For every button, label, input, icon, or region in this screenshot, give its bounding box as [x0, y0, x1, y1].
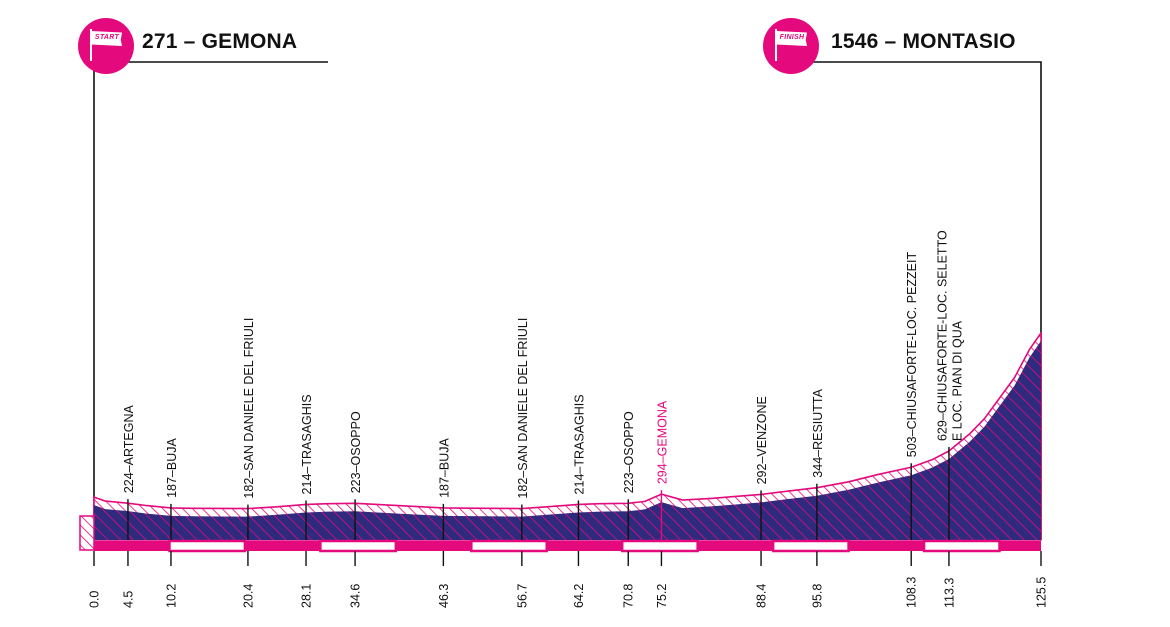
km-tick-label: 95.8	[810, 584, 824, 608]
distance-bar-segment	[697, 541, 774, 551]
distance-bar-segment	[922, 539, 1001, 553]
finish-title: 1546 – MONTASIO	[831, 30, 1016, 53]
km-tick-label: 56.7	[515, 584, 529, 608]
profile-area-layer	[79, 332, 1042, 551]
distance-bar-segment	[620, 539, 699, 553]
place-label: 292–VENZONE	[755, 396, 769, 484]
place-label: 182–SAN DANIELE DEL FRIULI	[242, 318, 256, 499]
km-tick-label: 125.5	[1035, 577, 1049, 608]
km-tick-label: 10.2	[164, 584, 178, 608]
place-label: 344–RESIUTTA	[811, 388, 825, 477]
distance-bar-segment	[395, 541, 472, 551]
start-title: 271 – GEMONA	[142, 30, 298, 53]
distance-bar-segment	[168, 539, 247, 553]
distance-bar-segment	[94, 541, 170, 551]
finish-flag-text: FINISH	[779, 34, 805, 41]
start-box	[79, 515, 95, 551]
finish-flag-icon: FINISH	[763, 18, 819, 74]
place-label: 214–TRASAGHIS	[300, 394, 314, 494]
km-tick-label: 113.3	[942, 578, 956, 608]
km-tick-label: 34.6	[349, 584, 363, 608]
km-tick-label: 88.4	[755, 584, 769, 608]
km-tick-label: 0.0	[88, 591, 102, 608]
start-flag-icon: START	[78, 18, 134, 74]
profile-area	[94, 340, 1041, 540]
km-tick-label: 75.2	[655, 584, 669, 608]
distance-bar-layer	[94, 539, 1041, 553]
km-tick-label: 70.8	[622, 584, 636, 608]
place-label: 214–TRASAGHIS	[572, 394, 586, 494]
place-label: 629–CHIUSAFORTE-LOC. SELETTO	[935, 230, 949, 441]
place-label: 223–OSOPPO	[349, 411, 363, 493]
place-labels-layer: 224–ARTEGNA 187–BUJA 182–SAN DANIELE DEL F…	[122, 230, 964, 540]
km-tick-label: 46.3	[437, 584, 451, 608]
header-leader-lines	[93, 61, 1042, 540]
place-label: 223–OSOPPO	[622, 411, 636, 493]
distance-bar-segment	[470, 539, 548, 553]
place-label: E LOC. PIAN DI QUA	[950, 320, 964, 441]
distance-bar-segment	[848, 541, 925, 551]
place-label: 294–GEMONA	[655, 400, 669, 484]
place-label: 224–ARTEGNA	[122, 404, 136, 493]
distance-bar-segment	[771, 539, 850, 553]
km-tick-label: 108.3	[905, 577, 919, 608]
place-label: 187–BUJA	[165, 438, 179, 498]
km-tick-label: 20.4	[241, 584, 255, 608]
place-label: 182–SAN DANIELE DEL FRIULI	[516, 318, 530, 499]
start-flag-text: START	[94, 34, 120, 41]
km-tick-label: 64.2	[572, 584, 586, 608]
distance-bar-segment	[999, 541, 1041, 551]
distance-bar-segment	[319, 539, 398, 553]
km-ticks-layer: 0.0 4.5 10.2 20.4 28.1 34.6 46.3 56.7 64.2 70.8 75…	[88, 551, 1049, 608]
place-label: 187–BUJA	[437, 438, 451, 498]
km-tick-label: 4.5	[121, 591, 135, 608]
distance-bar-segment	[244, 541, 321, 551]
distance-bar-segment	[546, 541, 623, 551]
place-label: 503–CHIUSAFORTE-LOC. PEZZEIT	[905, 252, 919, 458]
km-tick-label: 28.1	[300, 584, 314, 608]
